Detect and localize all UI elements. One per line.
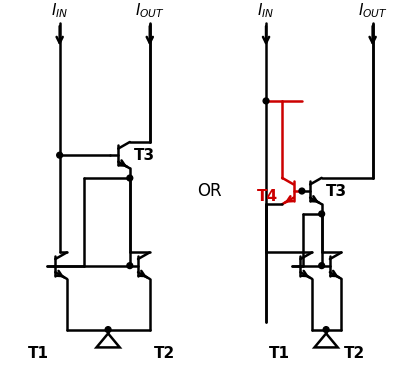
Text: T1: T1 bbox=[268, 346, 289, 361]
Circle shape bbox=[318, 211, 324, 217]
Text: $I_{OUT}$: $I_{OUT}$ bbox=[357, 2, 387, 20]
Circle shape bbox=[127, 263, 133, 269]
Circle shape bbox=[318, 263, 324, 269]
Text: T3: T3 bbox=[133, 148, 155, 163]
Text: T3: T3 bbox=[325, 183, 346, 199]
Circle shape bbox=[322, 327, 328, 332]
Circle shape bbox=[105, 327, 111, 332]
Text: T2: T2 bbox=[153, 346, 174, 361]
Text: OR: OR bbox=[197, 182, 222, 200]
Circle shape bbox=[263, 98, 268, 104]
Text: T1: T1 bbox=[28, 346, 49, 361]
Text: T2: T2 bbox=[344, 346, 365, 361]
Circle shape bbox=[127, 175, 133, 181]
Text: T4: T4 bbox=[256, 190, 278, 204]
Text: $I_{IN}$: $I_{IN}$ bbox=[51, 2, 68, 20]
Circle shape bbox=[56, 152, 63, 158]
Text: $I_{OUT}$: $I_{OUT}$ bbox=[135, 2, 164, 20]
Circle shape bbox=[298, 188, 304, 194]
Text: $I_{IN}$: $I_{IN}$ bbox=[257, 2, 274, 20]
